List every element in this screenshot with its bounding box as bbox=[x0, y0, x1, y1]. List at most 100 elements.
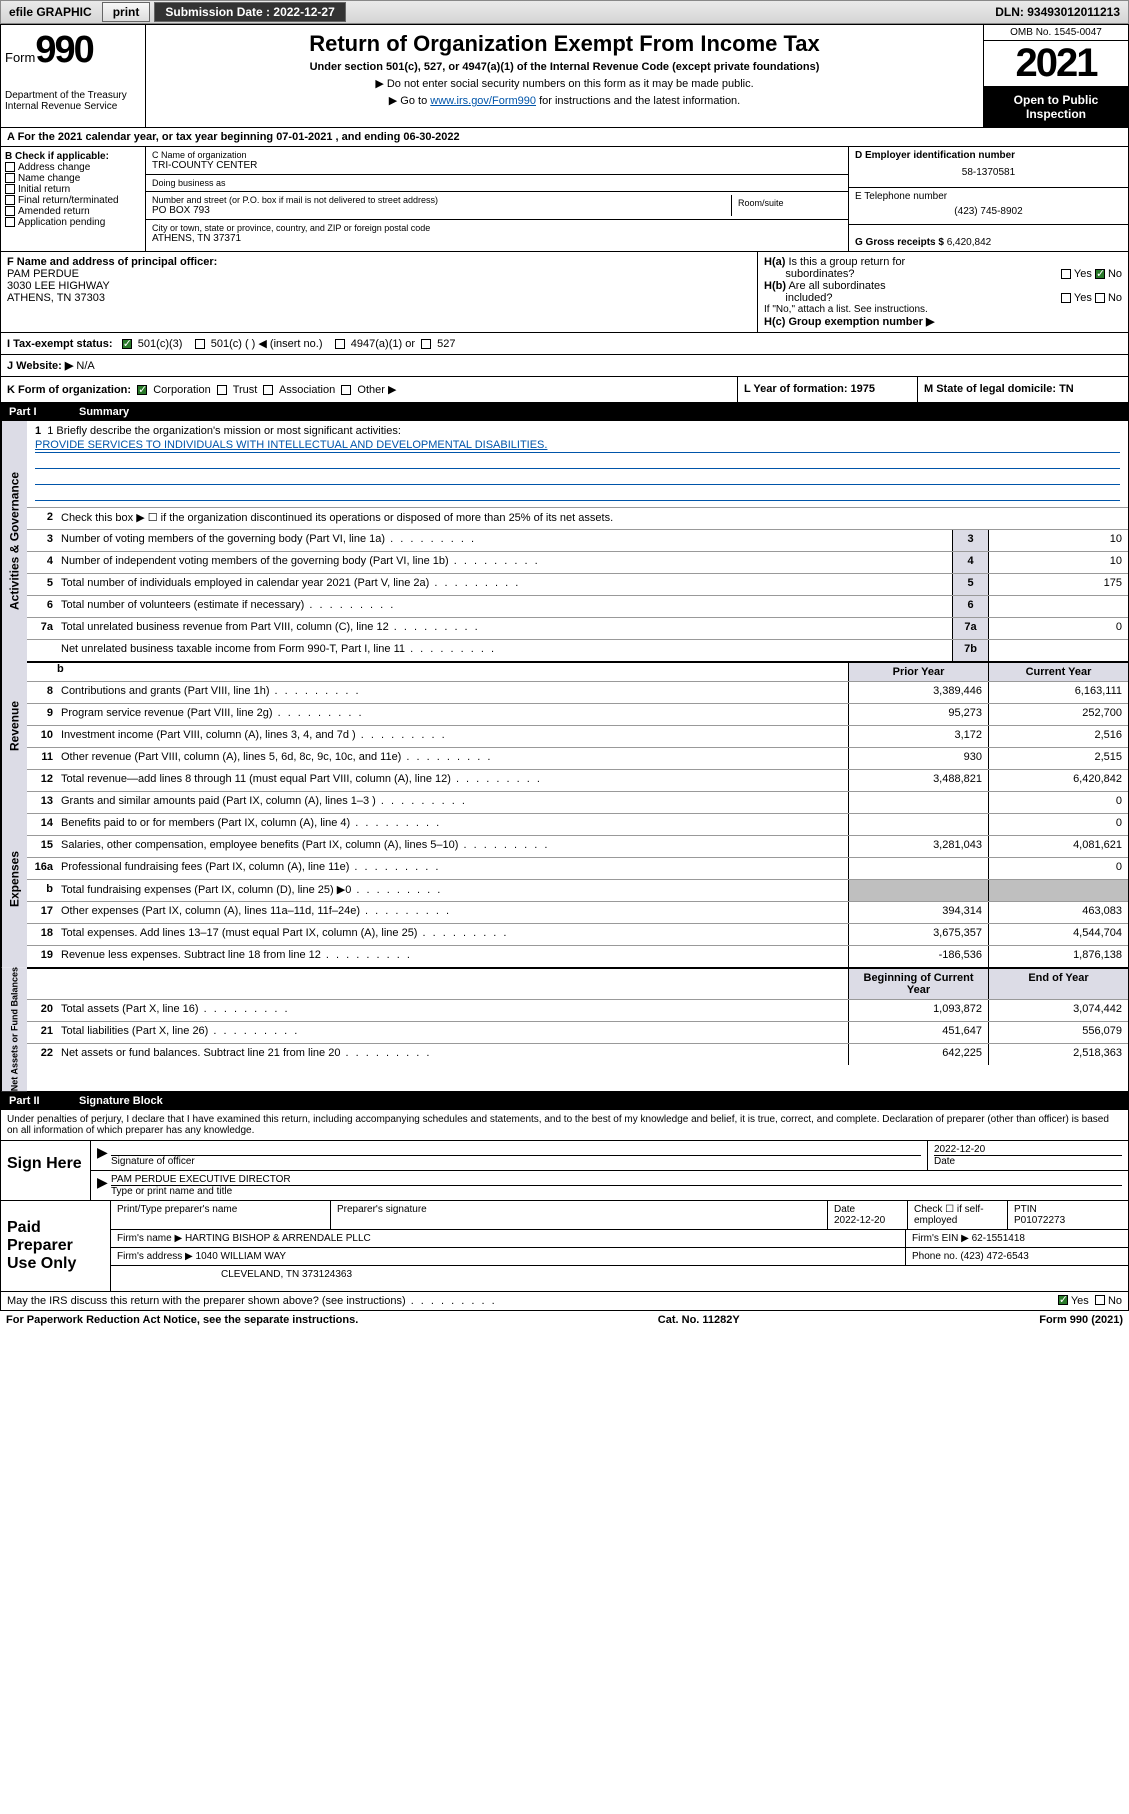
current-year-value: 3,074,442 bbox=[988, 1000, 1128, 1021]
boy-eoy-header: Beginning of Current Year End of Year bbox=[27, 967, 1128, 999]
mission-text: PROVIDE SERVICES TO INDIVIDUALS WITH INT… bbox=[35, 439, 1120, 453]
dln-box: DLN: 93493012011213 bbox=[987, 5, 1128, 19]
fin-line-text: Revenue less expenses. Subtract line 18 … bbox=[57, 946, 848, 967]
prior-year-value bbox=[848, 858, 988, 879]
print-button[interactable]: print bbox=[102, 2, 151, 22]
row-f-h: F Name and address of principal officer:… bbox=[0, 252, 1129, 333]
fin-line-text: Grants and similar amounts paid (Part IX… bbox=[57, 792, 848, 813]
fin-line-text: Total assets (Part X, line 16) bbox=[57, 1000, 848, 1021]
perjury-declaration: Under penalties of perjury, I declare th… bbox=[0, 1110, 1129, 1141]
current-year-value: 6,420,842 bbox=[988, 770, 1128, 791]
paid-preparer-block: Paid Preparer Use Only Print/Type prepar… bbox=[0, 1201, 1129, 1292]
row-j-website: J Website: ▶ N/A bbox=[0, 355, 1129, 377]
firm-name: HARTING BISHOP & ARRENDALE PLLC bbox=[185, 1233, 371, 1244]
fin-line-text: Professional fundraising fees (Part IX, … bbox=[57, 858, 848, 879]
gov-line-value: 10 bbox=[988, 552, 1128, 573]
current-year-value: 0 bbox=[988, 858, 1128, 879]
gov-line-text: Total number of volunteers (estimate if … bbox=[57, 596, 952, 617]
fin-line-text: Net assets or fund balances. Subtract li… bbox=[57, 1044, 848, 1065]
gov-line-text: Number of independent voting members of … bbox=[57, 552, 952, 573]
gov-line-text: Total number of individuals employed in … bbox=[57, 574, 952, 595]
row-a-tax-year: A For the 2021 calendar year, or tax yea… bbox=[0, 128, 1129, 147]
gov-line-text: Number of voting members of the governin… bbox=[57, 530, 952, 551]
discuss-yes-checkbox bbox=[1058, 1295, 1068, 1305]
current-year-value: 2,516 bbox=[988, 726, 1128, 747]
current-year-value bbox=[988, 880, 1128, 901]
firm-ein: 62-1551418 bbox=[972, 1233, 1025, 1244]
fin-line-text: Program service revenue (Part VIII, line… bbox=[57, 704, 848, 725]
current-year-value: 0 bbox=[988, 792, 1128, 813]
row-i-tax-status: I Tax-exempt status: 501(c)(3) 501(c) ( … bbox=[0, 333, 1129, 355]
submission-date-box: Submission Date : 2022-12-27 bbox=[154, 2, 345, 22]
dept-treasury: Department of the Treasury bbox=[5, 90, 141, 101]
gov-line-text: Total unrelated business revenue from Pa… bbox=[57, 618, 952, 639]
year-formation: L Year of formation: 1975 bbox=[744, 383, 875, 395]
form-title: Return of Organization Exempt From Incom… bbox=[152, 31, 977, 57]
gov-line-text: Net unrelated business taxable income fr… bbox=[57, 640, 952, 661]
fin-line-text: Benefits paid to or for members (Part IX… bbox=[57, 814, 848, 835]
current-year-value: 1,876,138 bbox=[988, 946, 1128, 967]
fin-line-text: Other expenses (Part IX, column (A), lin… bbox=[57, 902, 848, 923]
part-ii-header: Part IISignature Block bbox=[0, 1092, 1129, 1110]
prior-year-value: 3,172 bbox=[848, 726, 988, 747]
current-year-value: 0 bbox=[988, 814, 1128, 835]
current-year-value: 4,081,621 bbox=[988, 836, 1128, 857]
gov-line-value: 10 bbox=[988, 530, 1128, 551]
current-year-value: 252,700 bbox=[988, 704, 1128, 725]
form-subtitle: Under section 501(c), 527, or 4947(a)(1)… bbox=[152, 61, 977, 73]
gov-line-value: 0 bbox=[988, 618, 1128, 639]
prior-year-value: 3,488,821 bbox=[848, 770, 988, 791]
corp-checkbox bbox=[137, 385, 147, 395]
current-year-value: 4,544,704 bbox=[988, 924, 1128, 945]
officer-name: PAM PERDUE bbox=[7, 268, 79, 280]
fin-line-text: Salaries, other compensation, employee b… bbox=[57, 836, 848, 857]
ptin: P01072273 bbox=[1014, 1215, 1065, 1226]
current-year-value: 2,518,363 bbox=[988, 1044, 1128, 1065]
side-revenue: Revenue bbox=[1, 661, 27, 791]
gov-line-value bbox=[988, 596, 1128, 617]
current-year-value: 556,079 bbox=[988, 1022, 1128, 1043]
telephone: (423) 745-8902 bbox=[855, 202, 1122, 221]
street: PO BOX 793 bbox=[152, 205, 731, 216]
prior-year-value bbox=[848, 880, 988, 901]
gross-receipts: 6,420,842 bbox=[947, 237, 992, 248]
firm-phone: (423) 472-6543 bbox=[960, 1251, 1028, 1262]
prior-year-value bbox=[848, 814, 988, 835]
open-to-public: Open to PublicInspection bbox=[984, 87, 1128, 127]
part-i-header: Part ISummary bbox=[0, 403, 1129, 421]
prior-year-value: 642,225 bbox=[848, 1044, 988, 1065]
irs-link[interactable]: www.irs.gov/Form990 bbox=[430, 95, 536, 107]
col-d-g: D Employer identification number 58-1370… bbox=[848, 147, 1128, 251]
tax-year: 2021 bbox=[984, 41, 1128, 87]
sign-here-block: Sign Here ▶ Signature of officer 2022-12… bbox=[0, 1141, 1129, 1201]
form-header: Form990 Department of the Treasury Inter… bbox=[0, 24, 1129, 128]
prior-year-value: 394,314 bbox=[848, 902, 988, 923]
goto-link-line: ▶ Go to www.irs.gov/Form990 for instruct… bbox=[152, 94, 977, 107]
fin-line-text: Total fundraising expenses (Part IX, col… bbox=[57, 880, 848, 901]
mission-block: 1 1 Briefly describe the organization's … bbox=[27, 421, 1128, 507]
prior-year-value: -186,536 bbox=[848, 946, 988, 967]
side-activities: Activities & Governance bbox=[1, 421, 27, 661]
org-name: TRI-COUNTY CENTER bbox=[152, 160, 842, 171]
fin-line-text: Investment income (Part VIII, column (A)… bbox=[57, 726, 848, 747]
fin-line-text: Total revenue—add lines 8 through 11 (mu… bbox=[57, 770, 848, 791]
prior-year-value: 930 bbox=[848, 748, 988, 769]
row-k-l-m: K Form of organization: Corporation Trus… bbox=[0, 377, 1129, 403]
prior-year-value bbox=[848, 792, 988, 813]
side-netassets: Net Assets or Fund Balances bbox=[1, 967, 27, 1091]
no-ssn-note: ▶ Do not enter social security numbers o… bbox=[152, 77, 977, 90]
col-b-checkboxes: B Check if applicable: Address change Na… bbox=[1, 147, 146, 251]
prior-year-value: 95,273 bbox=[848, 704, 988, 725]
501c3-checkbox bbox=[122, 339, 132, 349]
ha-no-checkbox bbox=[1095, 269, 1105, 279]
form-number: Form990 bbox=[5, 29, 141, 72]
prior-current-header: b Prior Year Current Year bbox=[27, 661, 1128, 681]
header-block-bcdefg: B Check if applicable: Address change Na… bbox=[0, 147, 1129, 252]
prior-year-value: 3,389,446 bbox=[848, 682, 988, 703]
irs-label: Internal Revenue Service bbox=[5, 101, 141, 112]
prior-year-value: 1,093,872 bbox=[848, 1000, 988, 1021]
officer-sig-name: PAM PERDUE EXECUTIVE DIRECTOR bbox=[111, 1174, 291, 1185]
may-irs-discuss: May the IRS discuss this return with the… bbox=[0, 1292, 1129, 1311]
gov-line-value: 175 bbox=[988, 574, 1128, 595]
fin-line-text: Total expenses. Add lines 13–17 (must eq… bbox=[57, 924, 848, 945]
